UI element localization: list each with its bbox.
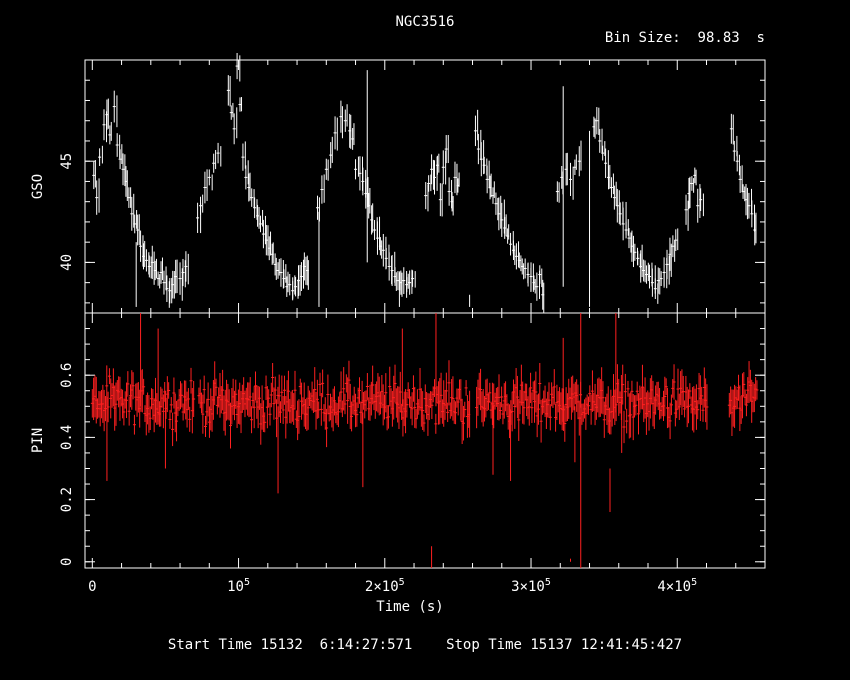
y-tick-label: 45 [59, 153, 75, 170]
x-tick-label: 3×105 [511, 577, 551, 595]
x-tick-label: 4×105 [657, 577, 697, 595]
chart-title: NGC3516 [395, 14, 455, 30]
y-axis-label: GSO [30, 174, 46, 199]
x-tick-label: 105 [227, 577, 250, 595]
y-axis-label: PIN [30, 428, 46, 453]
x-tick-label: 0 [88, 579, 96, 595]
x-axis-label: Time (s) [376, 599, 443, 615]
y-tick-label: 40 [59, 254, 75, 271]
x-tick-label: 2×105 [365, 577, 405, 595]
y-tick-label: 0.6 [59, 363, 75, 388]
plot-frame-2 [84, 312, 766, 569]
y-tick-label: 0.2 [59, 487, 75, 512]
plot-frame-1 [84, 59, 766, 314]
y-tick-label: 0 [59, 558, 75, 566]
y-tick-label: 0.4 [59, 425, 75, 450]
bin-size-label: Bin Size: 98.83 s [604, 30, 765, 46]
time-range-footer: Start Time 15132 6:14:27:571 Stop Time 1… [167, 637, 683, 653]
